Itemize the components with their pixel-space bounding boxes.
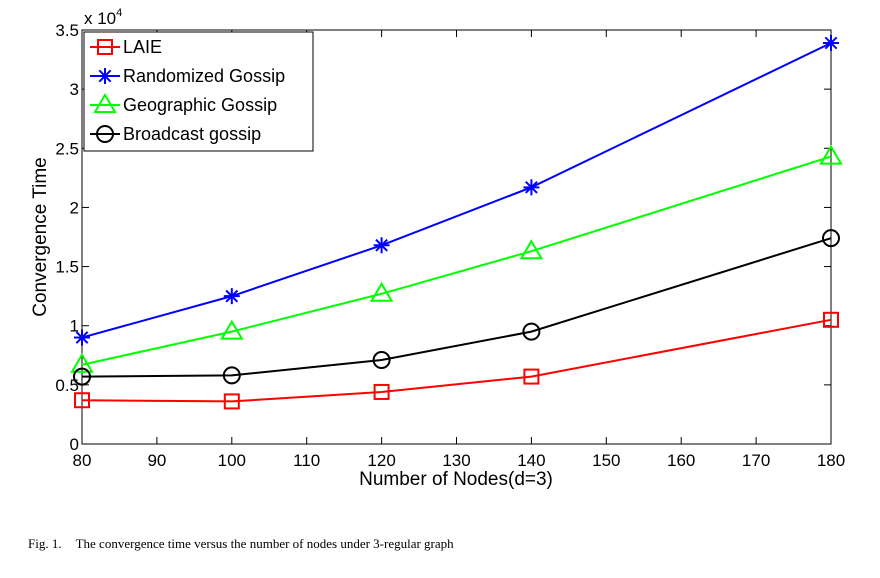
series-broadcast-gossip xyxy=(73,229,840,386)
data-point-broadcast-gossip xyxy=(73,367,91,386)
data-point-randomized-gossip-stroke xyxy=(525,180,538,194)
data-point-randomized-gossip-stroke xyxy=(824,36,838,50)
x-axis-title: Number of Nodes(d=3) xyxy=(359,469,553,490)
legend: LAIE Randomized Gossip Geographic Gossip Br… xyxy=(83,31,314,152)
legend-marker-laie xyxy=(97,39,113,55)
data-point-randomized-gossip xyxy=(523,179,540,196)
data-point-broadcast-gossip xyxy=(222,366,241,385)
data-point-randomized-gossip xyxy=(74,329,90,346)
x-tick-label: 130 xyxy=(442,451,470,470)
y-tick-labels: 0 0.5 1 1.5 2 2.5 3 3.5 xyxy=(55,21,79,454)
series-line-geographic-gossip xyxy=(81,155,832,366)
data-point-geographic-gossip xyxy=(220,319,244,340)
series-laie xyxy=(74,311,839,410)
series-geographic-gossip xyxy=(70,144,843,373)
y-tick-label: 3 xyxy=(70,80,79,99)
data-point-broadcast-gossip xyxy=(822,229,840,248)
data-point-randomized-gossip xyxy=(823,35,839,52)
x-tick-label: 150 xyxy=(592,451,620,470)
data-point-geographic-gossip xyxy=(70,352,94,373)
x-tick-label: 180 xyxy=(817,451,845,470)
data-point-randomized-gossip-stroke xyxy=(75,331,89,344)
convergence-time-chart: 80 90 100 110 120 130 140 150 160 170 180 0 0.5 1 1.5… xyxy=(30,7,846,490)
y-tick-label: 2.5 xyxy=(55,139,79,158)
x-tick-labels: 80 90 100 110 120 130 140 150 160 170 180 xyxy=(73,451,846,470)
legend-box xyxy=(83,31,314,152)
legend-marker-randomized-gossip-stroke xyxy=(98,69,112,83)
data-point-laie xyxy=(523,368,540,385)
data-point-randomized-gossip xyxy=(223,288,240,305)
legend-entry-geographic-gossip: Geographic Gossip xyxy=(90,93,277,115)
y-tick-label: 0 xyxy=(70,435,79,454)
x-tick-label: 110 xyxy=(293,451,320,470)
y-exponent-base: x 10 xyxy=(84,9,116,28)
data-point-geographic-gossip xyxy=(369,281,394,302)
legend-entry-laie: LAIE xyxy=(90,37,162,57)
x-tick-label: 100 xyxy=(218,451,246,470)
figure-caption-text: The convergence time versus the number o… xyxy=(75,536,454,551)
y-tick-label: 1 xyxy=(70,317,79,336)
data-point-geographic-gossip xyxy=(819,144,843,165)
data-point-broadcast-gossip xyxy=(522,322,541,341)
y-tick-label: 1.5 xyxy=(55,258,79,277)
y-axis-title: Convergence Time xyxy=(30,157,51,316)
x-tick-label: 140 xyxy=(517,451,545,470)
x-tick-label: 80 xyxy=(73,451,92,470)
x-tick-label: 120 xyxy=(367,451,395,470)
legend-marker-geographic-gossip xyxy=(93,93,117,113)
legend-marker-broadcast-gossip xyxy=(96,125,114,143)
data-point-randomized-gossip xyxy=(373,237,390,254)
data-point-randomized-gossip-stroke xyxy=(225,289,239,303)
y-tick-label: 0.5 xyxy=(55,376,79,395)
series-randomized-gossip xyxy=(74,35,839,346)
figure-label: Fig. 1. xyxy=(28,536,62,551)
legend-label-laie: LAIE xyxy=(123,37,162,57)
y-tick-label: 3.5 xyxy=(55,21,79,40)
x-tick-label: 160 xyxy=(667,451,695,470)
data-point-laie xyxy=(373,383,390,400)
y-exponent: x 104 xyxy=(84,7,122,28)
legend-label-randomized-gossip: Randomized Gossip xyxy=(123,66,285,86)
series-line-broadcast-gossip xyxy=(81,237,832,378)
data-point-geographic-gossip xyxy=(519,239,544,260)
x-tick-label: 170 xyxy=(742,451,770,470)
legend-entry-broadcast-gossip: Broadcast gossip xyxy=(90,124,261,144)
series-layer xyxy=(70,35,843,410)
data-point-laie xyxy=(823,311,839,328)
series-line-laie xyxy=(81,318,832,403)
figure-caption: Fig. 1. The convergence time versus the n… xyxy=(28,536,868,552)
data-point-laie xyxy=(223,393,240,410)
data-point-broadcast-gossip xyxy=(372,351,391,370)
data-point-randomized-gossip-stroke xyxy=(375,238,388,252)
legend-label-broadcast-gossip: Broadcast gossip xyxy=(123,124,261,144)
legend-label-geographic-gossip: Geographic Gossip xyxy=(123,95,277,115)
y-tick-label: 2 xyxy=(70,198,79,217)
data-point-laie xyxy=(74,392,90,409)
y-exponent-power: 4 xyxy=(116,7,122,19)
legend-entry-randomized-gossip: Randomized Gossip xyxy=(90,66,285,86)
legend-marker-randomized-gossip xyxy=(97,68,113,84)
x-tick-label: 90 xyxy=(147,451,166,470)
